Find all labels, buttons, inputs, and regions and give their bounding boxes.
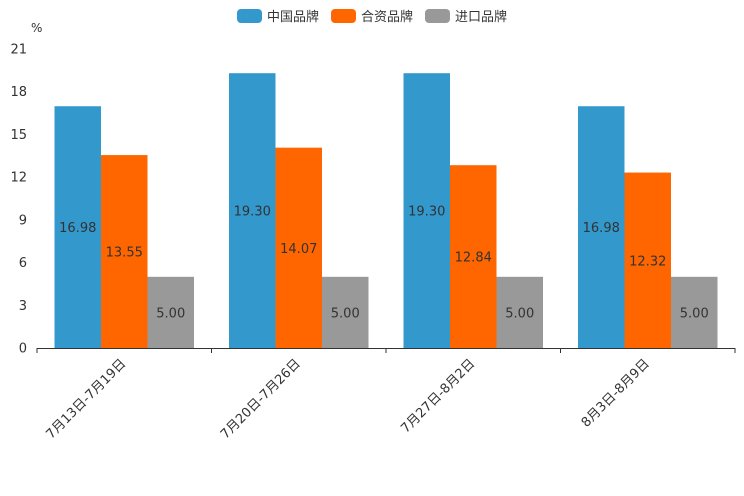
bar — [450, 165, 497, 348]
legend: 中国品牌 合资品牌 进口品牌 — [0, 6, 744, 25]
legend-swatch-china-brand — [236, 8, 262, 23]
bar — [54, 106, 101, 348]
bar-value-label: 16.98 — [583, 221, 620, 236]
legend-item-joint-venture-brand[interactable]: 合资品牌 — [330, 6, 413, 25]
legend-swatch-import-brand — [425, 8, 450, 23]
legend-label-joint-venture-brand: 合资品牌 — [360, 10, 413, 25]
y-tick-label: 6 — [19, 256, 27, 271]
bar-value-label: 5.00 — [680, 306, 709, 321]
y-tick-label: 18 — [10, 85, 27, 100]
bar — [322, 276, 369, 348]
bar — [229, 73, 276, 348]
bar — [671, 276, 718, 348]
bar-value-label: 12.84 — [455, 251, 492, 266]
bar — [147, 276, 194, 348]
x-category-label: 7月20日-7月26日 — [218, 356, 304, 442]
y-tick-label: 0 — [19, 342, 27, 357]
bar — [578, 106, 625, 348]
x-category-label: 8月3日-8月9日 — [579, 356, 653, 430]
legend-item-china-brand[interactable]: 中国品牌 — [236, 6, 319, 25]
y-tick-label: 12 — [10, 171, 27, 186]
legend-swatch-joint-venture-brand — [330, 8, 356, 23]
y-tick-label: 21 — [10, 43, 27, 58]
bar-value-label: 13.55 — [106, 246, 143, 261]
bar-value-label: 12.32 — [629, 254, 666, 269]
x-category-label: 7月27日-8月2日 — [398, 356, 478, 436]
bar — [496, 276, 543, 348]
legend-label-import-brand: 进口品牌 — [455, 10, 508, 25]
bar-value-label: 14.07 — [280, 242, 317, 257]
bar — [403, 73, 450, 348]
bar-value-label: 19.30 — [234, 205, 271, 220]
y-tick-label: 3 — [19, 299, 27, 314]
legend-label-china-brand: 中国品牌 — [266, 10, 319, 25]
bar-value-label: 5.00 — [156, 306, 185, 321]
bar-value-label: 16.98 — [59, 221, 96, 236]
x-category-label: 7月13日-7月19日 — [44, 356, 130, 442]
y-tick-label: 15 — [10, 128, 27, 143]
bar — [101, 155, 148, 348]
y-axis-unit: % — [31, 21, 43, 35]
y-tick-label: 9 — [19, 213, 27, 228]
bar-value-label: 19.30 — [408, 205, 445, 220]
legend-item-import-brand[interactable]: 进口品牌 — [425, 6, 507, 25]
bar-value-label: 5.00 — [505, 306, 534, 321]
bar-value-label: 5.00 — [331, 306, 360, 321]
bar — [624, 172, 671, 348]
bar — [275, 147, 322, 348]
